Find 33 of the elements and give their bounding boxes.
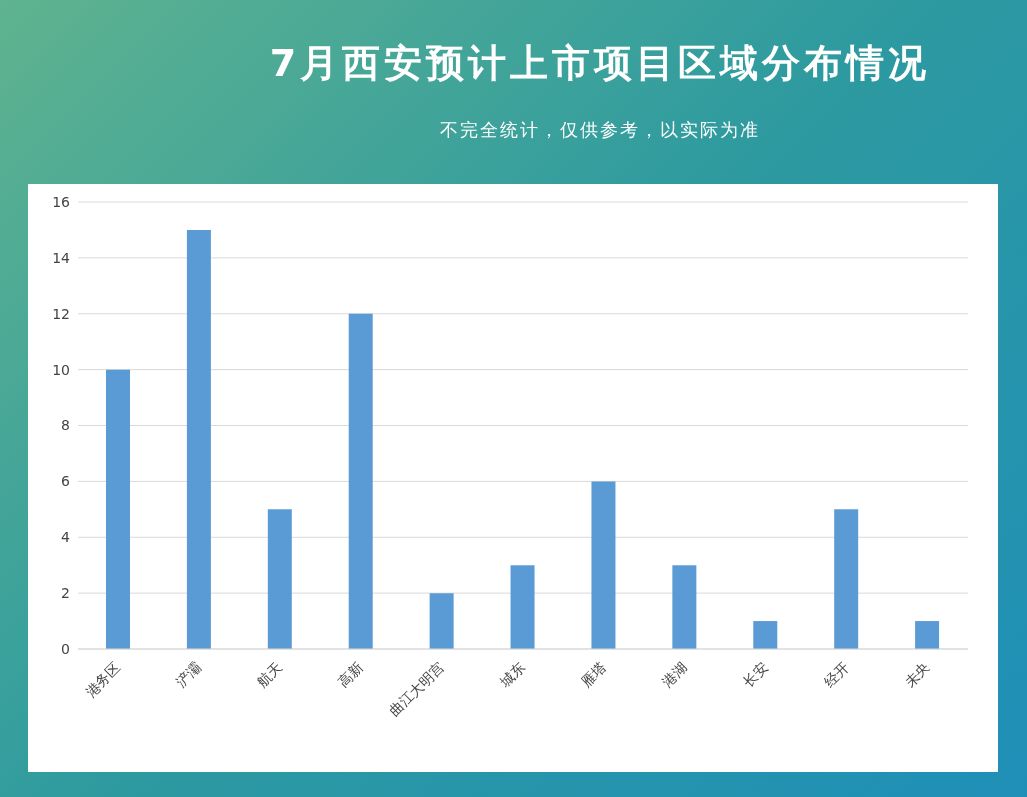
x-tick-label: 港湖 <box>658 658 690 690</box>
chart-subtitle: 不完全统计，仅供参考，以实际为准 <box>439 118 761 142</box>
y-tick-label: 8 <box>61 417 70 434</box>
bar <box>672 565 697 649</box>
x-tick-label: 城东 <box>496 658 528 691</box>
x-tick-label: 未央 <box>901 658 933 690</box>
bar <box>510 565 535 649</box>
y-tick-label: 16 <box>52 193 71 210</box>
x-tick-label: 长安 <box>739 658 771 690</box>
x-tick-label: 港务区 <box>82 658 124 700</box>
y-tick-label: 14 <box>52 249 71 266</box>
y-tick-label: 2 <box>61 585 70 602</box>
bar <box>267 509 292 649</box>
bar <box>753 621 778 649</box>
bar <box>106 369 130 649</box>
x-tick-label: 曲江大明宫 <box>386 658 448 720</box>
x-tick-label: 雁塔 <box>577 658 609 690</box>
y-tick-label: 6 <box>61 473 71 490</box>
bar <box>591 481 616 649</box>
y-tick-label: 12 <box>52 305 70 322</box>
y-tick-label: 4 <box>61 529 71 546</box>
x-tick-label: 高新 <box>335 658 367 690</box>
bar <box>348 313 373 649</box>
bar <box>186 229 211 649</box>
bar <box>915 621 940 649</box>
x-tick-label: 经开 <box>820 658 852 690</box>
x-tick-label: 浐灞 <box>173 658 205 690</box>
x-tick-label: 航天 <box>254 658 286 690</box>
chart-title: 7月西安预计上市项目区域分布情况 <box>268 40 932 87</box>
y-tick-label: 10 <box>52 361 70 378</box>
y-tick-label: 0 <box>61 640 70 657</box>
bar <box>429 593 454 649</box>
bar <box>834 509 859 649</box>
